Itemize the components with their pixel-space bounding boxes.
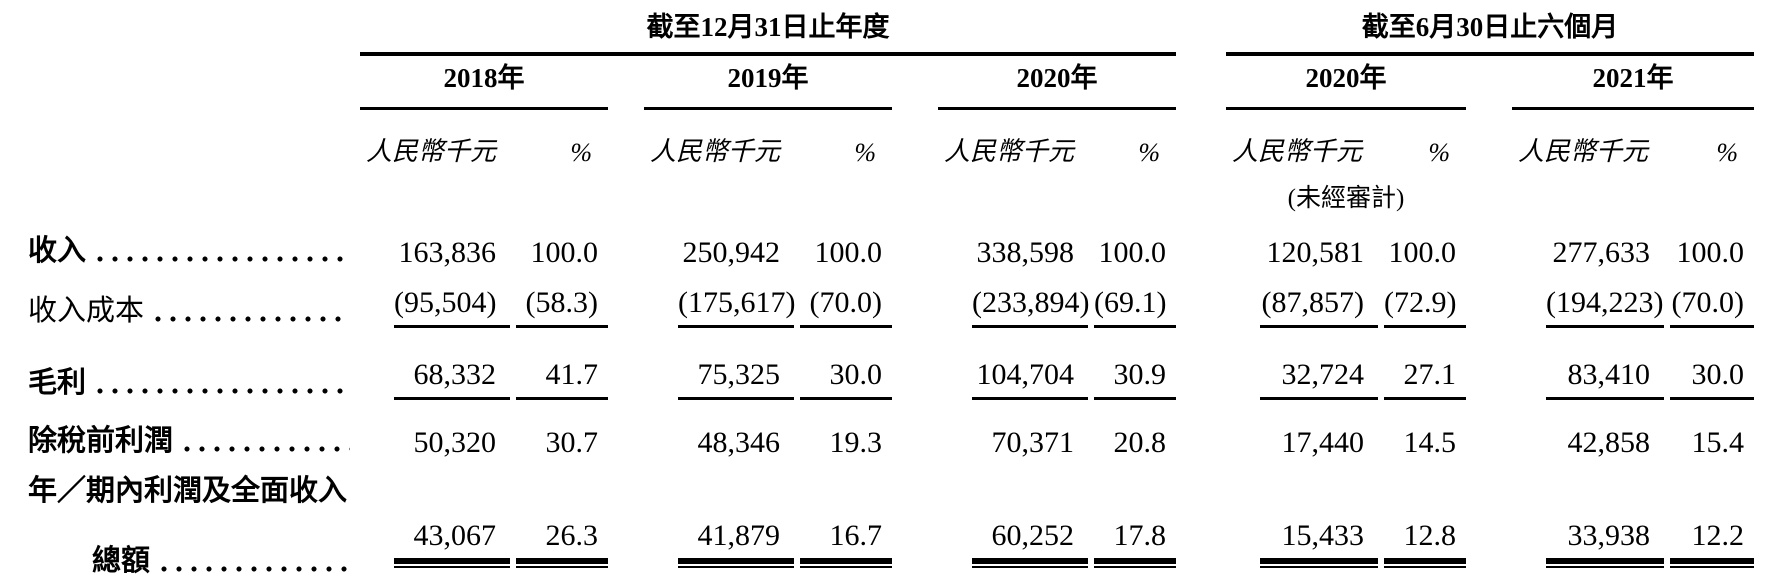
row-label: 除稅前利潤	[28, 424, 174, 457]
value-cell: 83,410	[1546, 358, 1664, 400]
row-label: 年／期內利潤及全面收入	[28, 474, 348, 507]
year-header-2020: 2020年	[938, 56, 1176, 110]
year-header-2019: 2019年	[644, 56, 892, 110]
percent-cell: 30.0	[800, 358, 892, 400]
percent-header: %	[1138, 138, 1160, 167]
percent-cell: 30.0	[1670, 358, 1755, 400]
percent-cell: 27.1	[1384, 358, 1466, 400]
value-cell: (95,504)	[394, 286, 510, 328]
row-label: 毛利	[28, 366, 87, 399]
row-label: 總額	[92, 544, 151, 577]
year-header-2018: 2018年	[360, 56, 608, 110]
percent-cell: 100.0	[530, 235, 599, 269]
percent-cell: 12.8	[1384, 519, 1466, 568]
dot-leader	[96, 387, 350, 395]
value-cell: 41,879	[678, 519, 794, 568]
value-cell: 42,858	[1567, 425, 1651, 459]
percent-cell: 12.2	[1670, 519, 1755, 568]
value-cell: 277,633	[1552, 235, 1651, 269]
value-cell: 338,598	[976, 235, 1075, 269]
percent-cell: 100.0	[1098, 235, 1167, 269]
six-months-ended-jun30-header: 截至6月30日止六個月	[1226, 13, 1755, 56]
percent-header: %	[1716, 138, 1739, 167]
dot-leader	[96, 255, 350, 263]
percent-cell: 30.9	[1094, 358, 1176, 400]
value-cell: 120,581	[1266, 235, 1365, 269]
value-cell: (233,894)	[972, 286, 1089, 328]
value-cell: (194,223)	[1546, 286, 1664, 328]
table-row-revenue: 收入 163,836 100.0 250,942 100.0 338,598 1…	[0, 218, 1786, 268]
value-cell: 32,724	[1260, 358, 1378, 400]
year-header-2021-interim: 2021年	[1512, 56, 1755, 110]
value-cell: (175,617)	[678, 286, 795, 328]
value-cell: 15,433	[1260, 519, 1378, 568]
currency-unit-header: 人民幣千元	[1518, 137, 1649, 166]
row-label: 收入	[28, 234, 87, 267]
currency-unit-header: 人民幣千元	[1232, 137, 1363, 166]
percent-cell: (72.9)	[1384, 286, 1466, 328]
value-cell: 250,942	[682, 235, 781, 269]
value-cell: 17,440	[1281, 425, 1365, 459]
table-row-total-comprehensive-income-label: 年／期內利潤及全面收入	[0, 458, 1786, 508]
percent-cell: (70.0)	[1670, 286, 1755, 328]
row-label: 收入成本	[28, 294, 145, 327]
value-cell: 43,067	[394, 519, 510, 568]
percent-cell: 16.7	[800, 519, 892, 568]
percent-cell: 20.8	[1113, 425, 1167, 459]
percent-cell: 30.7	[545, 425, 599, 459]
unit-header-row: 人民幣千元 % 人民幣千元 % 人民幣千元 % 人民幣千元 % 人民幣千元 %	[0, 110, 1786, 170]
year-header-2020-interim: 2020年	[1226, 56, 1466, 110]
value-cell: 50,320	[413, 425, 497, 459]
percent-cell: 100.0	[1388, 235, 1457, 269]
value-cell: 68,332	[394, 358, 510, 400]
percent-cell: 19.3	[829, 425, 883, 459]
currency-unit-header: 人民幣千元	[366, 137, 497, 166]
percent-cell: (69.1)	[1094, 286, 1176, 328]
financial-summary-table: 截至12月31日止年度 截至6月30日止六個月 2018年 2019年 2020…	[0, 6, 1786, 578]
table-row-cost-of-revenue: 收入成本 (95,504) (58.3) (175,617) (70.0) (2…	[0, 268, 1786, 328]
currency-unit-header: 人民幣千元	[944, 137, 1075, 166]
percent-cell: 41.7	[516, 358, 608, 400]
percent-cell: 15.4	[1691, 425, 1745, 459]
value-cell: 70,371	[991, 425, 1075, 459]
percent-cell: (58.3)	[516, 286, 608, 328]
table-row-total-comprehensive-income-values: 總額 43,067 26.3 41,879 16.7 60,252 17.8 1…	[0, 508, 1786, 578]
unaudited-note: (未經審計)	[1287, 185, 1405, 212]
percent-header: %	[854, 138, 876, 167]
value-cell: 75,325	[678, 358, 794, 400]
percent-header: %	[1428, 138, 1450, 167]
unaudited-note-row: (未經審計)	[0, 170, 1786, 218]
dot-leader	[154, 315, 350, 323]
value-cell: (87,857)	[1260, 286, 1378, 328]
percent-cell: 14.5	[1403, 425, 1457, 459]
value-cell: 33,938	[1546, 519, 1664, 568]
dot-leader	[160, 565, 350, 573]
value-cell: 104,704	[972, 358, 1088, 400]
value-cell: 163,836	[398, 235, 497, 269]
percent-cell: 100.0	[814, 235, 883, 269]
year-ended-dec31-header: 截至12月31日止年度	[360, 13, 1176, 56]
percent-header: %	[570, 138, 592, 167]
year-header-row: 2018年 2019年 2020年 2020年 2021年	[0, 56, 1786, 110]
table-row-profit-before-tax: 除稅前利潤 50,320 30.7 48,346 19.3 70,371 20.…	[0, 400, 1786, 458]
value-cell: 48,346	[697, 425, 781, 459]
percent-cell: 26.3	[516, 519, 608, 568]
currency-unit-header: 人民幣千元	[650, 137, 781, 166]
percent-cell: 17.8	[1094, 519, 1176, 568]
percent-cell: (70.0)	[800, 286, 892, 328]
dot-leader	[183, 445, 350, 453]
value-cell: 60,252	[972, 519, 1088, 568]
table-row-gross-profit: 毛利 68,332 41.7 75,325 30.0 104,704 30.9 …	[0, 328, 1786, 400]
percent-cell: 100.0	[1676, 235, 1745, 269]
period-group-header-row: 截至12月31日止年度 截至6月30日止六個月	[0, 6, 1786, 56]
